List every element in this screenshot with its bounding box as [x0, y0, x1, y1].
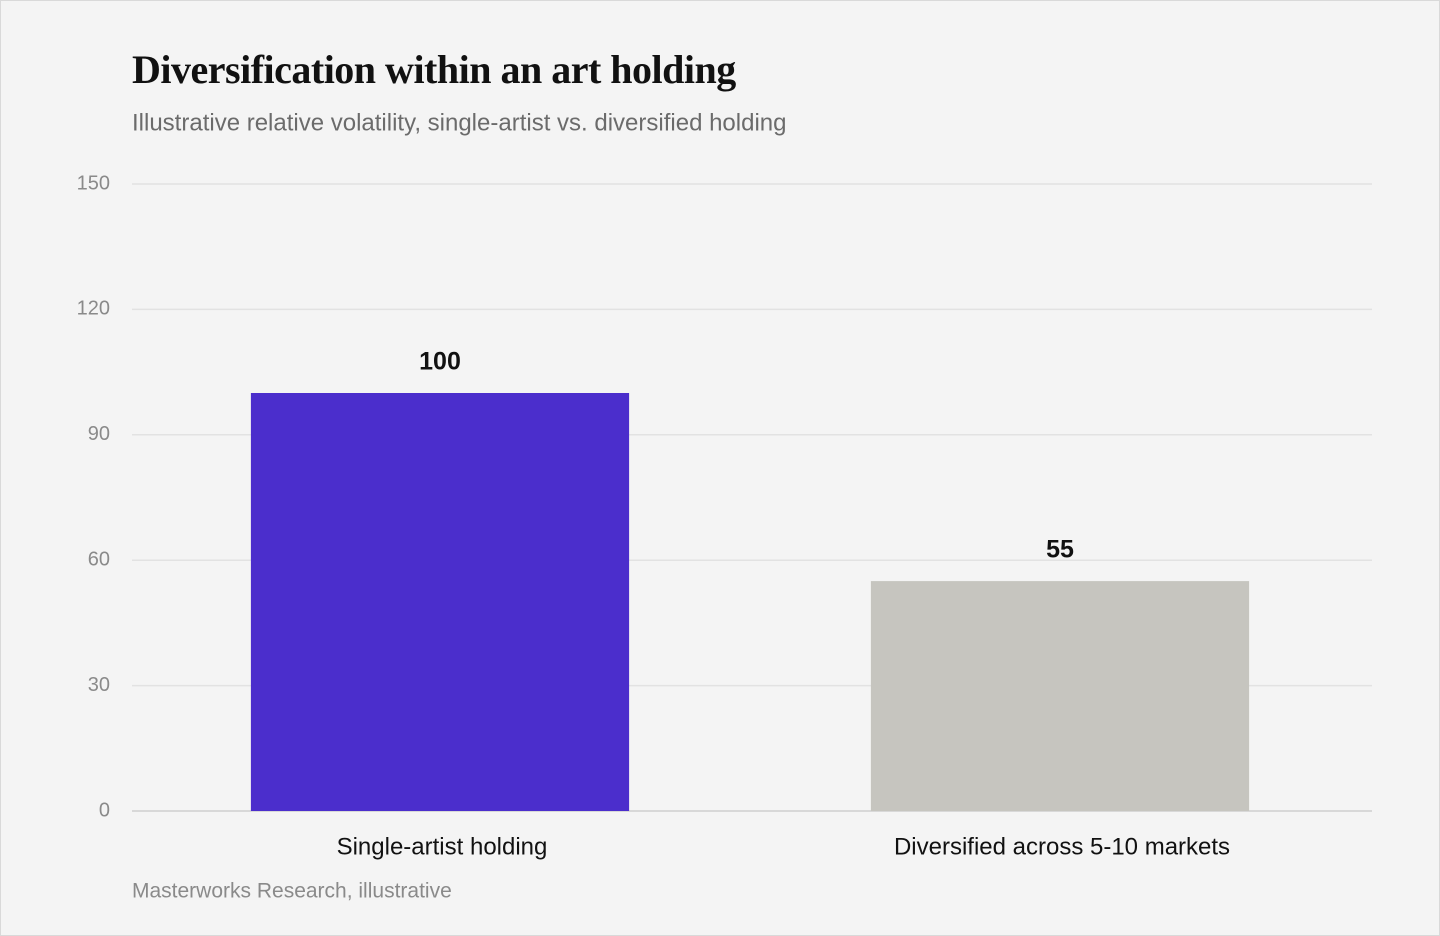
chart-title: Diversification within an art holding: [132, 47, 736, 92]
y-tick-label: 120: [77, 298, 110, 320]
value-label: 55: [1046, 536, 1074, 564]
y-tick-label: 150: [77, 172, 110, 194]
y-tick-label: 0: [99, 799, 110, 821]
value-label: 100: [419, 348, 461, 376]
bar: [870, 581, 1250, 811]
bar: [250, 393, 630, 811]
chart-subtitle: Illustrative relative volatility, single…: [132, 109, 786, 136]
x-tick-label: Diversified across 5-10 markets: [894, 833, 1230, 860]
y-tick-label: 90: [88, 423, 110, 445]
y-tick-label: 30: [88, 674, 110, 696]
x-tick-label: Single-artist holding: [337, 833, 548, 860]
y-tick-label: 60: [88, 548, 110, 570]
source-note: Masterworks Research, illustrative: [132, 880, 452, 903]
